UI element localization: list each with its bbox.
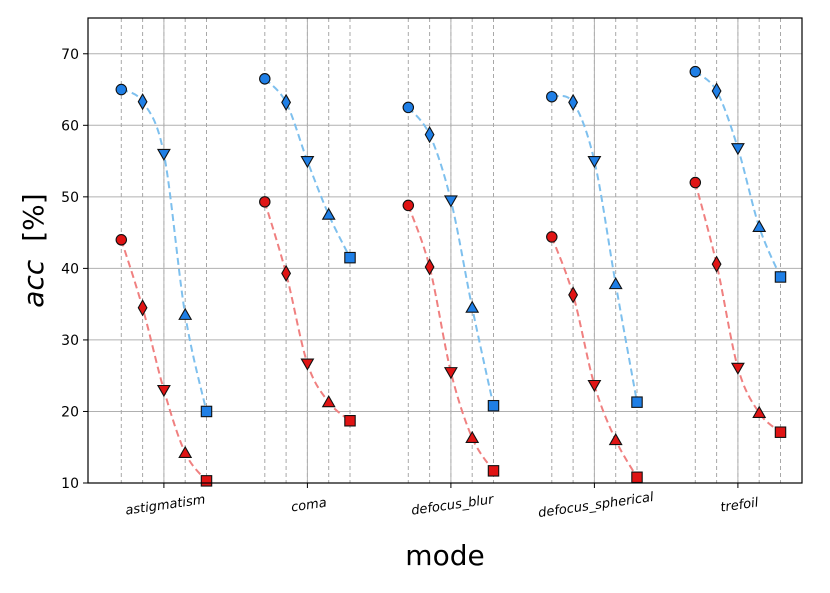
x-tick-label: astigmatism [125,493,207,519]
marker-triangle-up [178,445,193,459]
marker-diamond [137,93,148,111]
marker-triangle-up [178,307,193,320]
marker-square [774,271,787,283]
marker-circle [402,101,415,114]
marker-diamond [711,82,722,100]
marker-circle [546,90,558,103]
series-line [407,106,495,406]
y-tick-label: 20 [61,404,79,420]
marker-square [200,475,213,487]
marker-circle [689,65,702,78]
marker-triangle-down [587,156,602,169]
marker-diamond [711,255,722,273]
marker-triangle-up [752,219,767,232]
marker-triangle-up [608,432,623,446]
marker-circle [115,234,128,246]
data-markers [115,65,787,487]
marker-square [487,465,500,477]
marker-triangle-down [587,379,602,393]
x-tick-label: trefoil [719,495,759,515]
y-tick-label: 10 [61,476,79,492]
marker-triangle-down [730,362,745,375]
marker-circle [259,73,271,85]
marker-triangle-down [443,195,458,208]
marker-triangle-up [321,395,336,408]
x-tick-label: defocus_blur [410,492,496,519]
x-tick-label: coma [290,496,328,516]
marker-diamond [424,258,435,276]
marker-triangle-down [156,384,171,398]
marker-square [774,426,787,438]
marker-diamond [568,93,579,112]
marker-square [487,399,500,412]
x-tick-label: defocus_spherical [537,490,655,521]
marker-triangle-down [730,143,745,156]
marker-triangle-up [608,277,623,290]
axis-ticks: 10 20 30 40 50 60 70 astigmatism coma defocus_blu… [61,47,760,521]
series-line [694,182,782,433]
plot-frame [87,17,803,484]
marker-square [631,396,643,408]
marker-square [344,415,356,427]
marker-triangle-down [300,156,315,169]
marker-triangle-up [321,207,336,220]
marker-square [200,405,213,418]
y-tick-label: 30 [61,333,79,349]
marker-triangle-down [300,358,315,371]
marker-triangle-down [156,148,171,162]
marker-triangle-down [443,367,458,380]
y-axis-label-unit: [%] [17,193,50,241]
marker-triangle-up [465,430,480,443]
y-axis-label-variable: acc [17,259,50,308]
grid-layer [88,18,802,484]
marker-circle [689,176,702,189]
y-axis-label: acc [%] [17,193,50,307]
marker-diamond [137,299,148,317]
marker-triangle-up [465,300,480,313]
marker-circle [115,83,128,96]
marker-diamond [424,126,435,144]
marker-square [631,471,643,484]
marker-circle [546,231,558,243]
marker-circle [402,199,415,212]
series-line [263,201,351,422]
marker-triangle-up [752,405,767,418]
y-tick-label: 40 [61,261,79,277]
y-tick-label: 70 [61,47,79,63]
y-tick-label: 50 [61,190,79,206]
x-axis-label: mode [405,539,484,572]
y-tick-label: 60 [61,118,79,134]
marker-square [344,251,356,264]
marker-diamond [568,286,579,304]
marker-diamond [281,93,292,112]
marker-circle [259,196,271,208]
marker-diamond [281,264,292,282]
